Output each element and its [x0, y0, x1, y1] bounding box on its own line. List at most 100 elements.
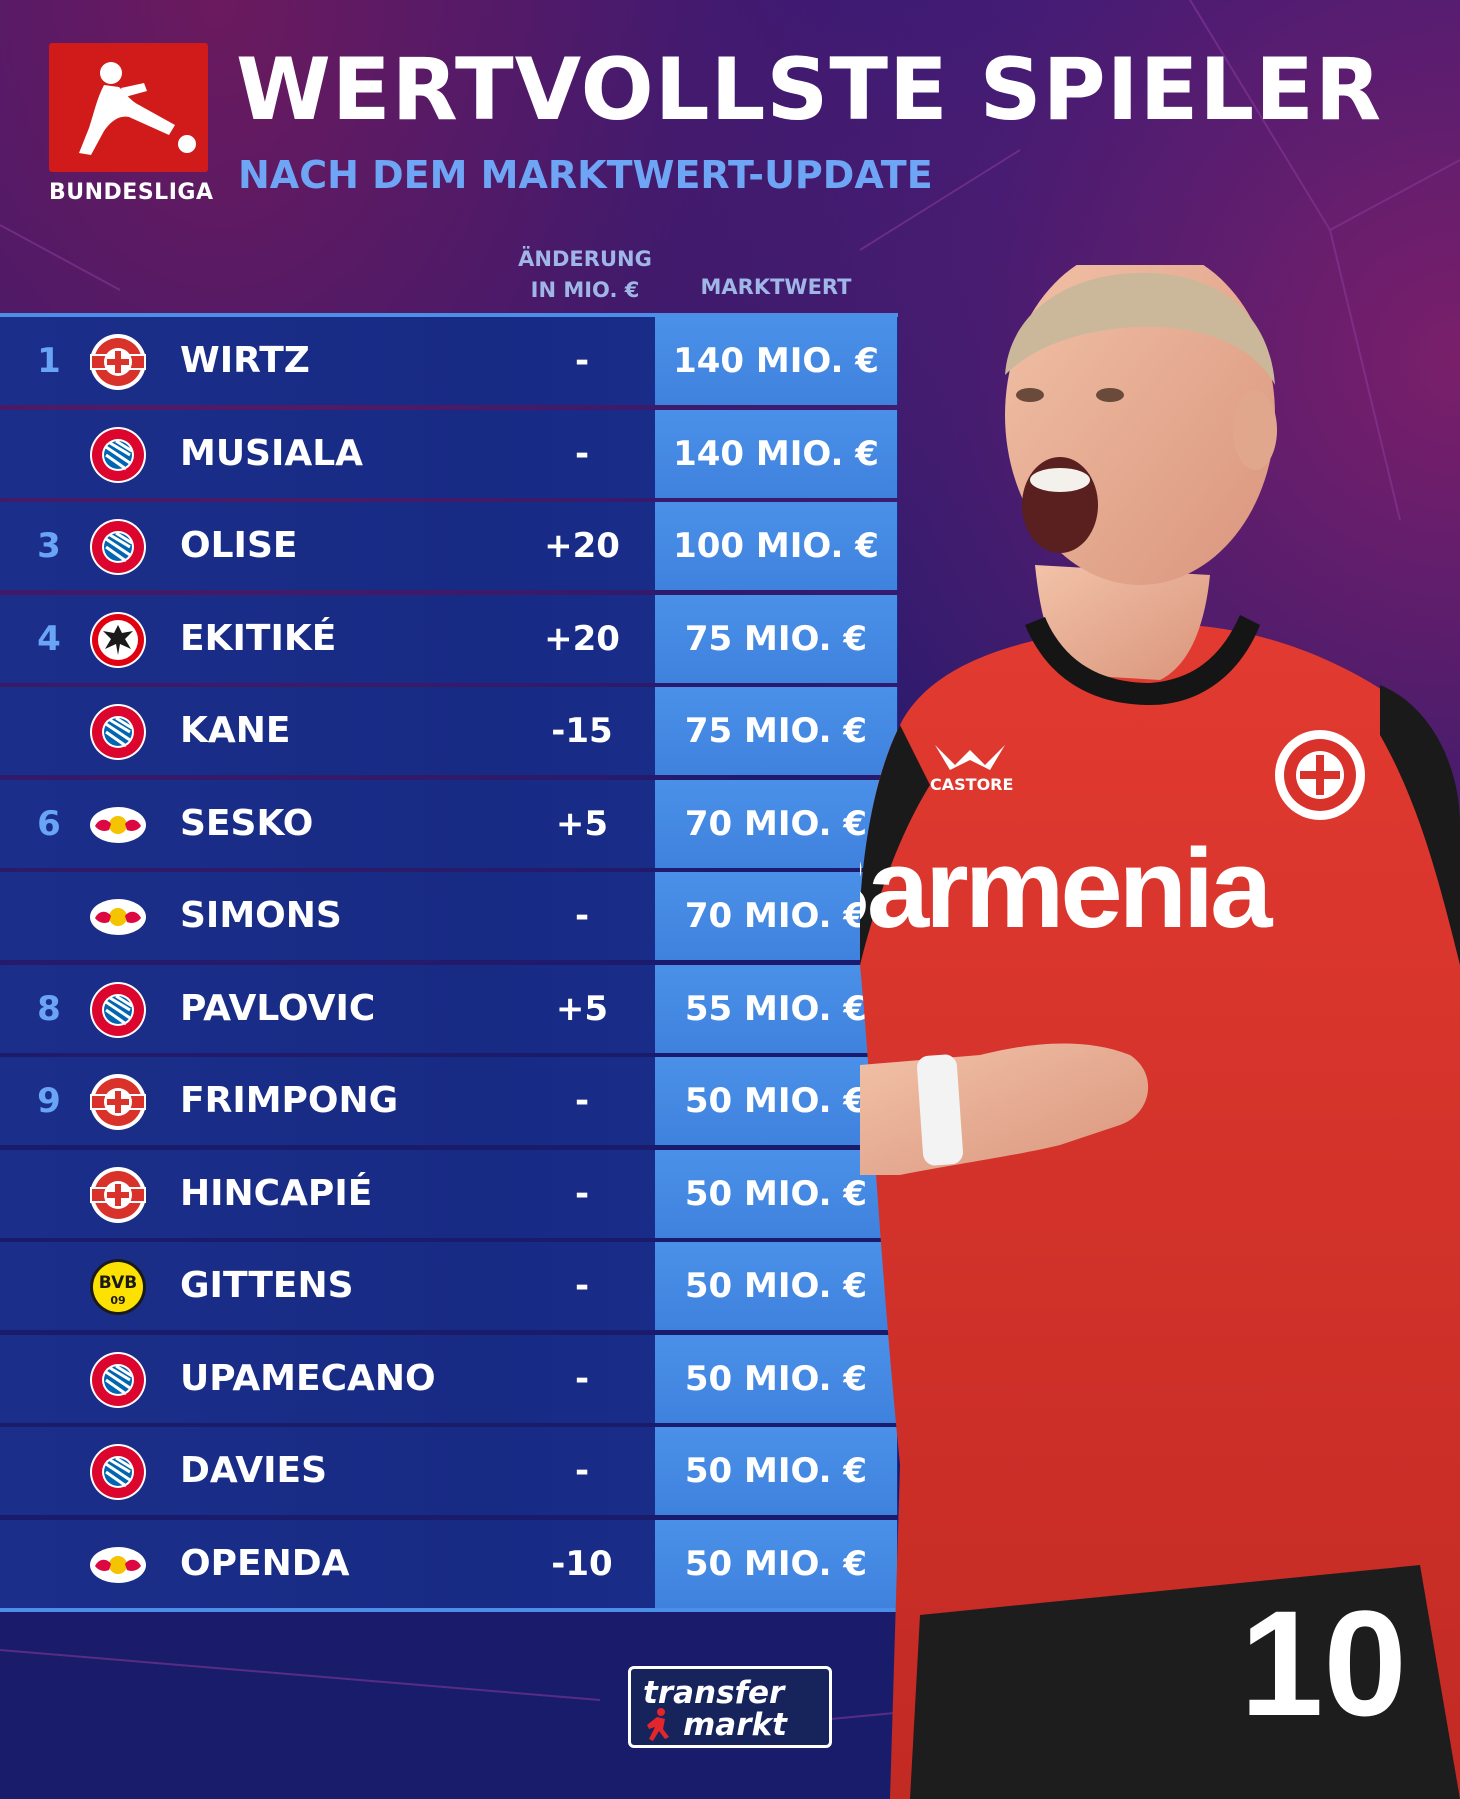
rank: 4	[37, 618, 61, 659]
club-crest-bayern	[89, 703, 147, 761]
club-crest-bayern	[89, 518, 147, 576]
player-name: MUSIALA	[180, 432, 364, 474]
table-row: SIMONS - 70 MIO. €	[0, 872, 898, 960]
club-crest-leverkusen	[89, 333, 147, 391]
club-crest-leverkusen	[89, 1073, 147, 1131]
column-header-change-line2: IN MIO. €	[530, 278, 640, 302]
club-crest-bayern	[89, 1351, 147, 1409]
player-name: HINCAPIÉ	[180, 1172, 373, 1214]
column-header-change: ÄNDERUNG IN MIO. €	[510, 244, 660, 306]
column-header-change-line1: ÄNDERUNG	[518, 247, 652, 271]
value-change: -	[574, 1266, 590, 1306]
market-value: 50 MIO. €	[655, 1242, 897, 1330]
value-change: -15	[551, 711, 613, 751]
league-name: BUNDESLIGA	[49, 180, 214, 205]
page-subtitle: NACH DEM MARKTWERT-UPDATE	[238, 153, 933, 197]
market-value: 50 MIO. €	[655, 1427, 897, 1515]
market-value: 140 MIO. €	[655, 409, 897, 498]
market-value: 50 MIO. €	[655, 1057, 897, 1145]
player-name: OPENDA	[180, 1542, 350, 1584]
value-change: -	[574, 1451, 590, 1491]
club-crest-leverkusen	[89, 1166, 147, 1224]
sponsor-text: Barmenia	[860, 826, 1273, 951]
player-photo: CASTORE Barmenia 10	[860, 265, 1460, 1799]
player-name: SIMONS	[180, 895, 342, 936]
market-value: 70 MIO. €	[655, 872, 897, 960]
player-name: PAVLOVIC	[180, 987, 376, 1029]
rank	[24, 1427, 74, 1515]
value-change: +5	[555, 988, 609, 1029]
svg-text:BVB: BVB	[99, 1273, 137, 1293]
club-crest-bayern	[89, 981, 147, 1039]
rank	[24, 1150, 74, 1238]
value-change: -	[574, 1081, 590, 1121]
market-value: 70 MIO. €	[655, 779, 897, 868]
rank: 6	[37, 803, 61, 844]
player-name: GITTENS	[180, 1265, 354, 1306]
table-row: DAVIES - 50 MIO. €	[0, 1427, 898, 1515]
rank	[24, 1242, 74, 1330]
player-name: UPAMECANO	[180, 1357, 436, 1399]
kit-brand-text: CASTORE	[930, 775, 1013, 794]
market-value: 75 MIO. €	[655, 687, 897, 775]
table-row: KANE -15 75 MIO. €	[0, 687, 898, 775]
value-change: -	[574, 1358, 590, 1399]
svg-text:09: 09	[110, 1294, 125, 1307]
player-name: DAVIES	[180, 1450, 328, 1491]
market-value: 50 MIO. €	[655, 1149, 897, 1238]
player-table: 1 WIRTZ - 140 MIO. € MUSIALA - 140 MIO. …	[0, 313, 898, 1612]
value-change: +20	[544, 526, 620, 566]
castore-logo-icon	[935, 745, 1005, 770]
club-crest-leipzig	[89, 796, 147, 854]
rank	[24, 1335, 74, 1423]
rank	[24, 872, 74, 960]
rank: 3	[37, 526, 61, 566]
transfermarkt-logo: transfer markt	[628, 1666, 832, 1748]
table-row: 4 EKITIKÉ +20 75 MIO. €	[0, 594, 898, 683]
page-title: WERTVOLLSTE SPIELER	[236, 40, 1383, 140]
player-name: SESKO	[180, 802, 314, 844]
leverkusen-crest-icon	[1275, 730, 1365, 820]
rank: 8	[37, 988, 61, 1029]
runner-icon	[647, 1708, 669, 1741]
player-name: WIRTZ	[180, 340, 310, 381]
table-row: UPAMECANO - 50 MIO. €	[0, 1334, 898, 1423]
rank	[24, 410, 74, 498]
market-value: 50 MIO. €	[655, 1519, 897, 1608]
player-name: OLISE	[180, 525, 298, 566]
player-name: KANE	[180, 710, 291, 751]
bundesliga-logo	[49, 43, 208, 172]
value-change: -	[574, 896, 590, 936]
market-value: 50 MIO. €	[655, 1334, 897, 1423]
value-change: +5	[555, 803, 609, 844]
market-value: 75 MIO. €	[655, 594, 897, 683]
table-row: BVB 09 GITTENS - 50 MIO. €	[0, 1242, 898, 1330]
bundesliga-player-icon	[79, 62, 196, 155]
club-crest-leipzig	[89, 1536, 147, 1594]
value-change: -	[574, 433, 590, 474]
player-name: EKITIKÉ	[180, 617, 337, 659]
transfermarkt-logo-line2: markt	[683, 1707, 787, 1743]
table-row: HINCAPIÉ - 50 MIO. €	[0, 1149, 898, 1238]
rank: 1	[37, 341, 61, 381]
table-row: 3 OLISE +20 100 MIO. €	[0, 502, 898, 590]
rank	[24, 1520, 74, 1608]
rank	[24, 687, 74, 775]
table-row: 9 FRIMPONG - 50 MIO. €	[0, 1057, 898, 1145]
market-value: 140 MIO. €	[655, 317, 897, 405]
table-row: OPENDA -10 50 MIO. €	[0, 1519, 898, 1608]
table-row: 1 WIRTZ - 140 MIO. €	[0, 317, 898, 405]
club-crest-frankfurt	[89, 611, 147, 669]
jersey-number: 10	[1240, 1579, 1407, 1747]
table-row: 8 PAVLOVIC +5 55 MIO. €	[0, 964, 898, 1053]
club-crest-bayern	[89, 426, 147, 484]
table-row: 6 SESKO +5 70 MIO. €	[0, 779, 898, 868]
club-crest-dortmund: BVB 09	[89, 1258, 147, 1316]
value-change: -10	[551, 1543, 613, 1584]
player-name: FRIMPONG	[180, 1080, 399, 1121]
table-row: MUSIALA - 140 MIO. €	[0, 409, 898, 498]
market-value: 55 MIO. €	[655, 964, 897, 1053]
club-crest-leipzig	[89, 888, 147, 946]
column-header-value: MARKTWERT	[700, 275, 852, 299]
club-crest-bayern	[89, 1443, 147, 1501]
